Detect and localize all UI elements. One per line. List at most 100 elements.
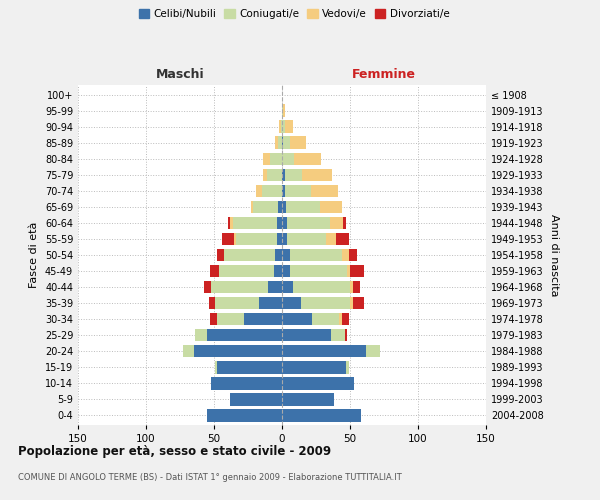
- Y-axis label: Fasce di età: Fasce di età: [29, 222, 39, 288]
- Bar: [244, 313, 282, 326]
- Bar: [282, 216, 287, 229]
- Bar: [277, 216, 282, 229]
- Bar: [282, 281, 293, 293]
- Bar: [282, 136, 283, 149]
- Bar: [207, 329, 282, 342]
- Bar: [343, 216, 346, 229]
- Bar: [282, 313, 312, 326]
- Bar: [337, 232, 349, 245]
- Bar: [224, 248, 275, 262]
- Bar: [263, 168, 267, 181]
- Bar: [211, 281, 268, 293]
- Bar: [283, 136, 290, 149]
- Bar: [350, 281, 353, 293]
- Bar: [220, 265, 274, 278]
- Bar: [211, 377, 282, 390]
- Bar: [183, 345, 194, 358]
- Bar: [251, 200, 253, 213]
- Bar: [207, 409, 282, 422]
- Bar: [353, 281, 359, 293]
- Bar: [282, 120, 285, 133]
- Bar: [285, 184, 311, 197]
- Bar: [210, 265, 220, 278]
- Bar: [282, 409, 361, 422]
- Bar: [195, 329, 207, 342]
- Bar: [294, 152, 322, 165]
- Bar: [209, 297, 215, 310]
- Bar: [274, 265, 282, 278]
- Bar: [282, 297, 301, 310]
- Bar: [302, 168, 332, 181]
- Bar: [331, 329, 344, 342]
- Bar: [275, 136, 278, 149]
- Bar: [282, 329, 331, 342]
- Bar: [217, 248, 224, 262]
- Bar: [326, 232, 337, 245]
- Bar: [268, 281, 282, 293]
- Bar: [342, 248, 349, 262]
- Bar: [287, 232, 326, 245]
- Bar: [267, 168, 282, 181]
- Bar: [236, 232, 277, 245]
- Bar: [210, 313, 217, 326]
- Bar: [285, 120, 293, 133]
- Y-axis label: Anni di nascita: Anni di nascita: [549, 214, 559, 296]
- Bar: [282, 361, 346, 374]
- Bar: [281, 120, 282, 133]
- Bar: [349, 248, 357, 262]
- Bar: [329, 216, 343, 229]
- Bar: [205, 281, 211, 293]
- Bar: [350, 297, 353, 310]
- Bar: [233, 216, 277, 229]
- Bar: [353, 297, 364, 310]
- Bar: [282, 377, 354, 390]
- Bar: [347, 265, 350, 278]
- Bar: [290, 136, 307, 149]
- Bar: [282, 345, 367, 358]
- Bar: [215, 361, 217, 374]
- Legend: Celibi/Nubili, Coniugati/e, Vedovi/e, Divorziati/e: Celibi/Nubili, Coniugati/e, Vedovi/e, Di…: [134, 5, 454, 24]
- Bar: [290, 248, 342, 262]
- Bar: [287, 216, 329, 229]
- Bar: [230, 216, 233, 229]
- Bar: [282, 393, 334, 406]
- Bar: [262, 184, 282, 197]
- Bar: [285, 168, 302, 181]
- Bar: [286, 200, 320, 213]
- Text: Maschi: Maschi: [155, 68, 205, 82]
- Bar: [342, 313, 349, 326]
- Bar: [282, 104, 283, 117]
- Bar: [278, 200, 282, 213]
- Bar: [282, 152, 294, 165]
- Bar: [290, 265, 347, 278]
- Bar: [282, 232, 287, 245]
- Bar: [339, 313, 342, 326]
- Bar: [293, 281, 350, 293]
- Bar: [278, 136, 282, 149]
- Bar: [230, 393, 282, 406]
- Bar: [312, 313, 339, 326]
- Bar: [217, 361, 282, 374]
- Bar: [311, 184, 338, 197]
- Bar: [270, 152, 282, 165]
- Bar: [282, 265, 290, 278]
- Text: Popolazione per età, sesso e stato civile - 2009: Popolazione per età, sesso e stato civil…: [18, 445, 331, 458]
- Bar: [344, 329, 347, 342]
- Bar: [215, 297, 259, 310]
- Bar: [275, 248, 282, 262]
- Bar: [222, 232, 235, 245]
- Bar: [277, 232, 282, 245]
- Bar: [235, 232, 236, 245]
- Bar: [346, 361, 349, 374]
- Bar: [282, 168, 285, 181]
- Text: COMUNE DI ANGOLO TERME (BS) - Dati ISTAT 1° gennaio 2009 - Elaborazione TUTTITAL: COMUNE DI ANGOLO TERME (BS) - Dati ISTAT…: [18, 472, 402, 482]
- Bar: [301, 297, 350, 310]
- Bar: [279, 120, 281, 133]
- Bar: [253, 200, 278, 213]
- Bar: [217, 313, 244, 326]
- Bar: [282, 184, 285, 197]
- Text: Femmine: Femmine: [352, 68, 416, 82]
- Bar: [283, 104, 285, 117]
- Bar: [320, 200, 342, 213]
- Bar: [350, 265, 364, 278]
